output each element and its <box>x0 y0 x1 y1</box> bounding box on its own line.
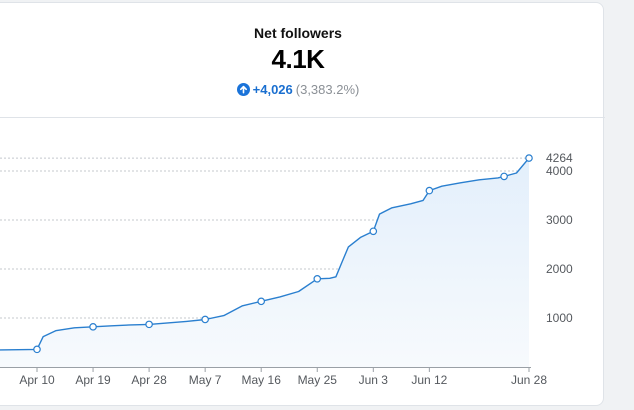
series-line <box>0 157 530 351</box>
data-point <box>313 274 322 283</box>
y-tick-label: 4000 <box>546 164 573 178</box>
data-point <box>201 315 209 324</box>
arrow-up-circle-icon <box>236 83 250 96</box>
data-point <box>33 345 41 354</box>
x-tick-label: Apr 28 <box>131 373 167 387</box>
x-tick-label: Jun 12 <box>411 373 447 387</box>
data-point <box>500 172 508 181</box>
last-value-label: 4264 <box>546 151 573 165</box>
delta-row: +4,026 (3,383.2%) <box>0 82 605 97</box>
area-fill <box>0 158 529 367</box>
delta-value: +4,026 <box>252 82 293 97</box>
x-tick-label: May 7 <box>189 373 222 387</box>
divider <box>0 117 605 118</box>
delta-percent: (3,383.2%) <box>295 82 360 97</box>
x-tick-label: Apr 19 <box>75 373 111 387</box>
data-point <box>369 227 378 236</box>
y-tick-label: 2000 <box>546 262 573 276</box>
data-point <box>145 320 153 329</box>
x-tick-label: Jun 28 <box>511 373 547 387</box>
y-tick-label: 3000 <box>546 213 573 227</box>
y-tick-label: 1000 <box>546 311 573 325</box>
data-point <box>525 154 533 162</box>
x-tick-label: May 25 <box>298 373 338 387</box>
data-point <box>89 323 97 331</box>
x-tick-label: May 16 <box>242 373 282 387</box>
data-point <box>425 186 434 195</box>
x-tick-label: Jun 3 <box>359 373 389 387</box>
stat-label: Net followers <box>254 25 342 41</box>
data-point <box>257 297 266 306</box>
stat-value: 4.1K <box>271 44 325 74</box>
stat-summary: Net followers 4.1K +4,026 (3,383.2%) <box>0 3 605 117</box>
x-tick-label: Apr 10 <box>19 373 55 387</box>
